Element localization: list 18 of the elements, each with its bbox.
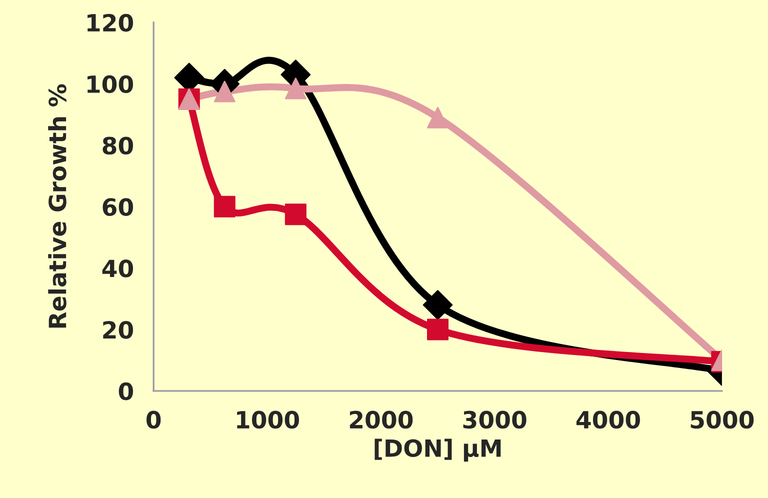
point [284, 204, 306, 226]
x-tick-label: 2000 [350, 410, 413, 429]
y-tick-label: 120 [88, 14, 134, 32]
x-axis-title: [DON] μM [374, 438, 501, 462]
point [214, 196, 236, 218]
y-tick-label: 60 [102, 198, 134, 216]
y-tick-label: 0 [118, 382, 134, 400]
y-tick-label: 100 [88, 75, 134, 94]
x-tick-label: 5000 [690, 410, 754, 429]
x-tick-label: 0 [146, 410, 161, 429]
x-tick-label: 3000 [463, 410, 526, 429]
y-tick-label: 40 [102, 260, 134, 278]
y-tick-label: 20 [103, 320, 134, 339]
y-axis-title: Relative Growth % [48, 84, 66, 328]
x-tick-label: 4000 [576, 410, 640, 429]
x-tick-label: 1000 [237, 410, 299, 429]
y-tick-label: 80 [102, 136, 134, 155]
point [284, 78, 306, 100]
